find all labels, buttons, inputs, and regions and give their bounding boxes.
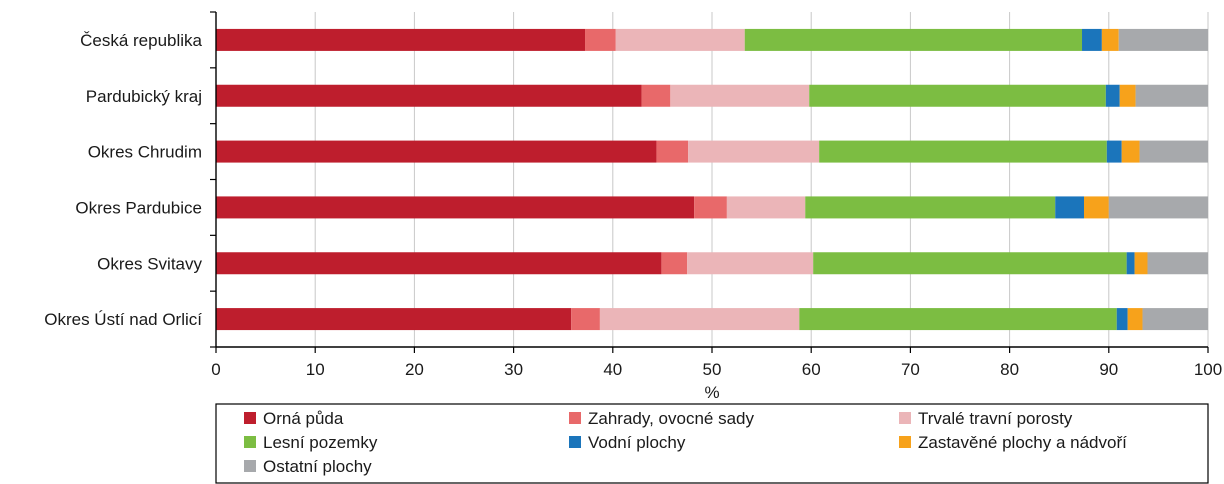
bar-segment: [809, 84, 1106, 107]
category-label: Česká republika: [80, 31, 202, 50]
x-tick-label: 40: [603, 360, 622, 379]
x-tick-label: 70: [901, 360, 920, 379]
x-tick-label: 0: [211, 360, 220, 379]
bar-segment: [571, 308, 600, 331]
legend-swatch: [244, 412, 256, 424]
bar-segment: [216, 140, 657, 163]
bar-segment: [641, 84, 671, 107]
x-tick-label: 90: [1099, 360, 1118, 379]
x-tick-label: 80: [1000, 360, 1019, 379]
x-tick-label: 30: [504, 360, 523, 379]
bar-segment: [216, 308, 572, 331]
legend-label: Lesní pozemky: [263, 433, 378, 452]
x-tick-labels: 0 10 20 30 40 50 60 70 80 90 100: [211, 347, 1222, 379]
x-tick-label: 50: [703, 360, 722, 379]
bar-segment: [661, 252, 688, 275]
bar-segment: [599, 308, 800, 331]
axes: [210, 11, 1208, 348]
bar-segment: [216, 252, 662, 275]
bar-segment: [1119, 84, 1136, 107]
bar-segment: [1082, 28, 1102, 51]
bar-segment: [1118, 28, 1208, 51]
bar-segment: [694, 196, 727, 219]
bar-segment: [585, 28, 616, 51]
bar-segment: [1108, 196, 1208, 219]
bar-segment: [1134, 252, 1148, 275]
legend: Orná půda Zahrady, ovocné sady Trvalé trav…: [244, 409, 1127, 476]
category-label: Okres Ústí nad Orlicí: [44, 310, 202, 329]
gridlines: [314, 12, 1209, 347]
legend-swatch: [899, 436, 911, 448]
bar-segment: [1105, 84, 1120, 107]
bars: [216, 28, 1208, 331]
bar-segment: [1135, 84, 1208, 107]
legend-label: Vodní plochy: [588, 433, 686, 452]
category-label: Okres Pardubice: [75, 198, 202, 217]
bar-segment: [216, 84, 642, 107]
legend-label: Zahrady, ovocné sady: [588, 409, 754, 428]
bar-segment: [813, 252, 1127, 275]
bar-segment: [799, 308, 1117, 331]
x-axis-title: %: [704, 383, 719, 402]
bar-segment: [744, 28, 1083, 51]
bar-segment: [1127, 308, 1143, 331]
bar-segment: [1142, 308, 1208, 331]
x-tick-label: 100: [1194, 360, 1222, 379]
x-tick-label: 20: [405, 360, 424, 379]
category-label: Pardubický kraj: [86, 87, 202, 106]
bar-segment: [615, 28, 745, 51]
bar-segment: [1139, 140, 1208, 163]
legend-swatch: [244, 436, 256, 448]
legend-swatch: [244, 460, 256, 472]
legend-swatch: [569, 436, 581, 448]
legend-label: Trvalé travní porosty: [918, 409, 1073, 428]
bar-segment: [216, 28, 586, 51]
bar-segment: [1101, 28, 1119, 51]
legend-label: Ostatní plochy: [263, 457, 372, 476]
bar-segment: [1116, 308, 1128, 331]
bar-segment: [1106, 140, 1122, 163]
legend-swatch: [569, 412, 581, 424]
category-labels: Česká republika Pardubický kraj Okres Chru…: [44, 31, 202, 329]
bar-segment: [1055, 196, 1084, 219]
bar-segment: [726, 196, 806, 219]
bar-segment: [1126, 252, 1135, 275]
category-label: Okres Chrudim: [88, 143, 202, 162]
bar-segment: [670, 84, 810, 107]
bar-segment: [1084, 196, 1109, 219]
bar-segment: [688, 140, 820, 163]
category-label: Okres Svitavy: [97, 254, 202, 273]
legend-label: Zastavěné plochy a nádvoří: [918, 433, 1127, 452]
bar-segment: [656, 140, 689, 163]
x-tick-label: 60: [802, 360, 821, 379]
bar-segment: [216, 196, 695, 219]
bar-segment: [1147, 252, 1208, 275]
bar-segment: [687, 252, 814, 275]
bar-segment: [805, 196, 1056, 219]
legend-label: Orná půda: [263, 409, 344, 428]
bar-segment: [1121, 140, 1140, 163]
legend-box: [215, 403, 1209, 484]
x-tick-label: 10: [306, 360, 325, 379]
legend-swatch: [899, 412, 911, 424]
bar-segment: [819, 140, 1107, 163]
